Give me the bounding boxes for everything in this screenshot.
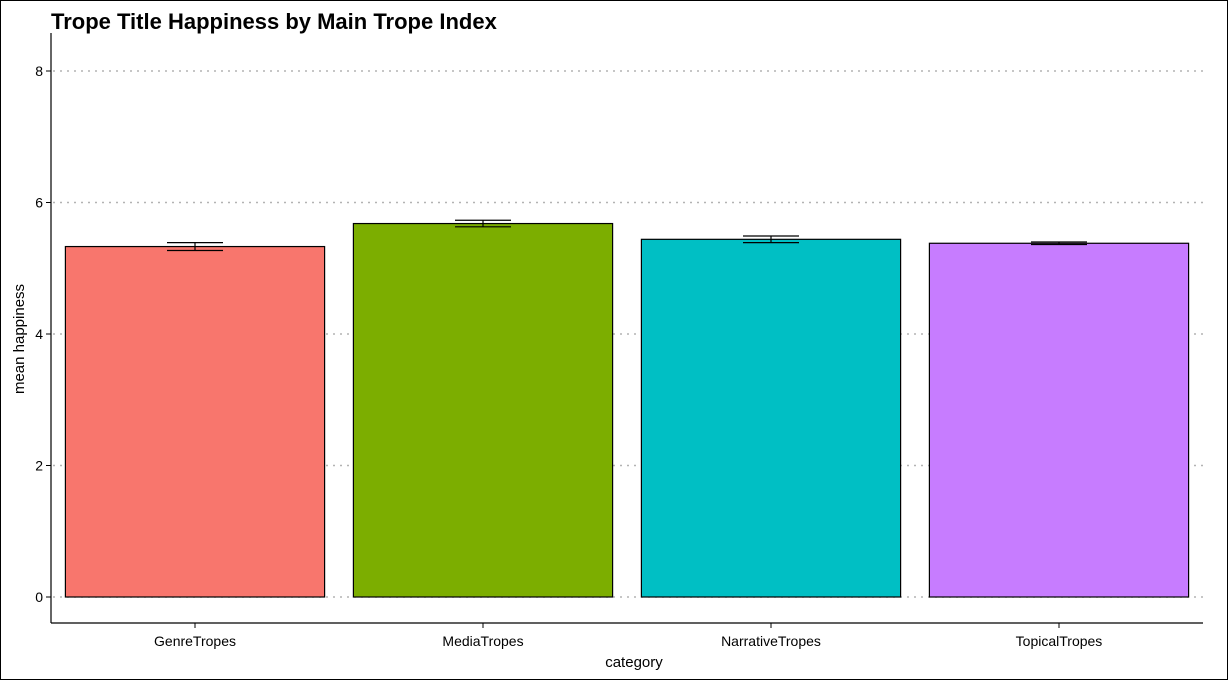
axis-layer: 0 2 4 6 8 GenreTropes MediaTropes NarrativeTrop… [35, 33, 1203, 649]
bar [928, 242, 1190, 598]
chart-title: Trope Title Happiness by Main Trope Inde… [51, 9, 497, 34]
bar [640, 238, 902, 598]
y-tick-label: 2 [35, 458, 43, 474]
y-tick-label: 4 [35, 326, 43, 342]
x-tick-label: GenreTropes [154, 633, 236, 649]
x-tick-label: MediaTropes [442, 633, 523, 649]
x-axis-label: category [605, 654, 663, 671]
bar-layer [64, 219, 1190, 598]
bar [64, 245, 326, 598]
bar [352, 222, 614, 598]
y-tick-label: 0 [35, 589, 43, 605]
grid-layer [53, 70, 1203, 598]
x-tick-label: TopicalTropes [1016, 633, 1103, 649]
y-axis-label: mean happiness [11, 284, 28, 394]
x-tick-label: NarrativeTropes [721, 633, 821, 649]
y-tick-label: 8 [35, 63, 43, 79]
y-tick-label: 6 [35, 195, 43, 211]
